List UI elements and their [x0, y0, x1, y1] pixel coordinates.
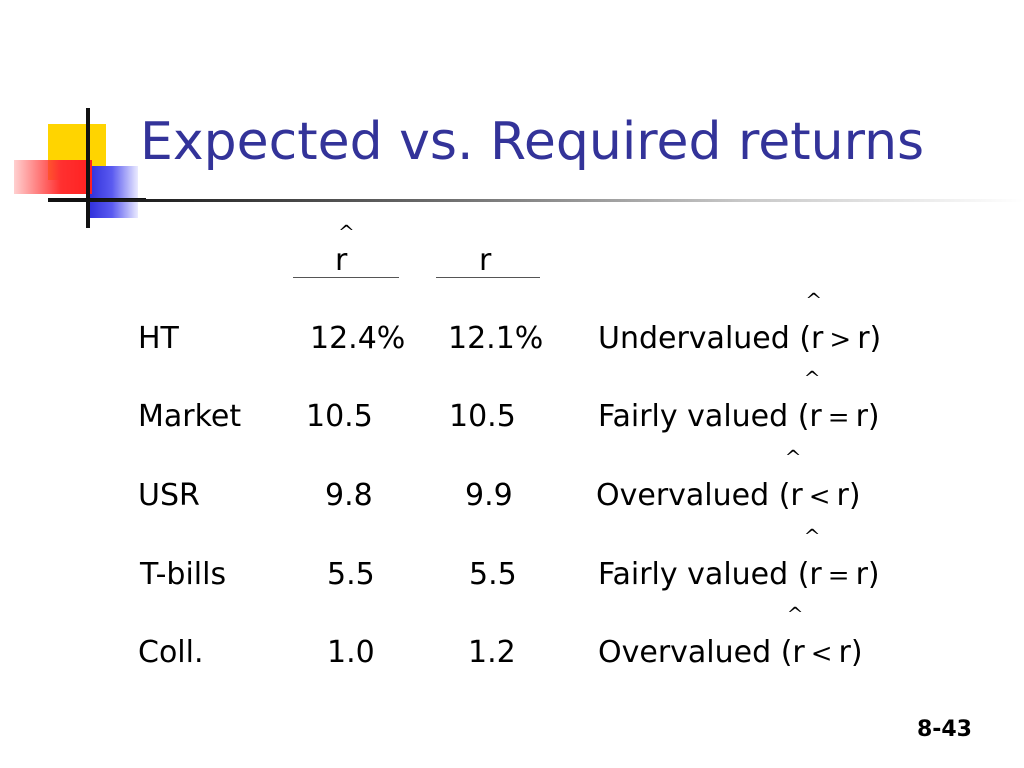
row-required-tbills: 5.5 — [469, 557, 517, 592]
verdict-label: Overvalued — [598, 635, 772, 670]
row-asset-coll: Coll. — [138, 635, 204, 670]
row-expected-coll: 1.0 — [327, 635, 375, 670]
verdict-label: Overvalued — [596, 478, 770, 513]
required-return-symbol: r) — [855, 399, 880, 434]
row-expected-tbills: 5.5 — [327, 557, 375, 592]
expected-return-header: r — [335, 243, 348, 278]
verdict-label: Undervalued — [598, 321, 790, 356]
hat-icon: ^ — [803, 524, 821, 548]
hat-icon: ^ — [803, 366, 821, 390]
row-valuation-ht: Undervalued ^ (r > r) — [598, 288, 882, 356]
title-underline — [88, 199, 1024, 202]
required-return-symbol: r) — [857, 321, 882, 356]
logo-blue-square — [86, 166, 138, 218]
hat-icon: ^ — [784, 445, 802, 469]
row-expected-market: 10.5 — [306, 399, 373, 434]
hat-icon: ^ — [805, 288, 823, 312]
row-asset-market: Market — [138, 399, 242, 434]
logo-red-bar — [14, 160, 92, 194]
row-required-coll: 1.2 — [468, 635, 516, 670]
row-valuation-coll: Overvalued ^ (r < r) — [598, 602, 863, 670]
required-return-symbol: r) — [855, 557, 880, 592]
row-valuation-market: Fairly valued ^ (r = r) — [598, 366, 880, 434]
expected-return-symbol: ^ (r — [799, 288, 824, 356]
row-asset-usr: USR — [138, 478, 200, 513]
required-return-symbol: r) — [838, 635, 863, 670]
row-required-market: 10.5 — [449, 399, 516, 434]
relation-symbol: > — [829, 325, 852, 355]
logo-decoration — [0, 0, 150, 240]
logo-vertical-line — [86, 108, 90, 228]
required-header-underline — [436, 277, 540, 278]
row-required-ht: 12.1% — [448, 321, 544, 356]
verdict-label: Fairly valued — [598, 557, 789, 592]
expected-return-symbol: ^ (r — [778, 445, 803, 513]
required-return-symbol: r) — [836, 478, 861, 513]
required-return-header: r — [479, 243, 492, 278]
row-valuation-usr: Overvalued ^ (r < r) — [596, 445, 861, 513]
slide-title: Expected vs. Required returns — [140, 112, 925, 172]
page-number: 8-43 — [916, 717, 972, 742]
row-asset-ht: HT — [138, 321, 179, 356]
relation-symbol: = — [827, 403, 850, 433]
row-expected-ht: 12.4% — [310, 321, 406, 356]
expected-return-symbol: ^ (r — [780, 602, 805, 670]
row-valuation-tbills: Fairly valued ^ (r = r) — [598, 524, 880, 592]
expected-header-underline — [293, 277, 399, 278]
expected-return-hat: ^ — [338, 220, 355, 244]
verdict-label: Fairly valued — [598, 399, 789, 434]
expected-return-symbol: ^ (r — [797, 524, 822, 592]
relation-symbol: < — [808, 482, 831, 512]
hat-icon: ^ — [786, 602, 804, 626]
relation-symbol: = — [827, 561, 850, 591]
row-required-usr: 9.9 — [465, 478, 513, 513]
relation-symbol: < — [810, 639, 833, 669]
row-asset-tbills: T-bills — [140, 557, 227, 592]
expected-return-symbol: ^ (r — [797, 366, 822, 434]
row-expected-usr: 9.8 — [325, 478, 373, 513]
